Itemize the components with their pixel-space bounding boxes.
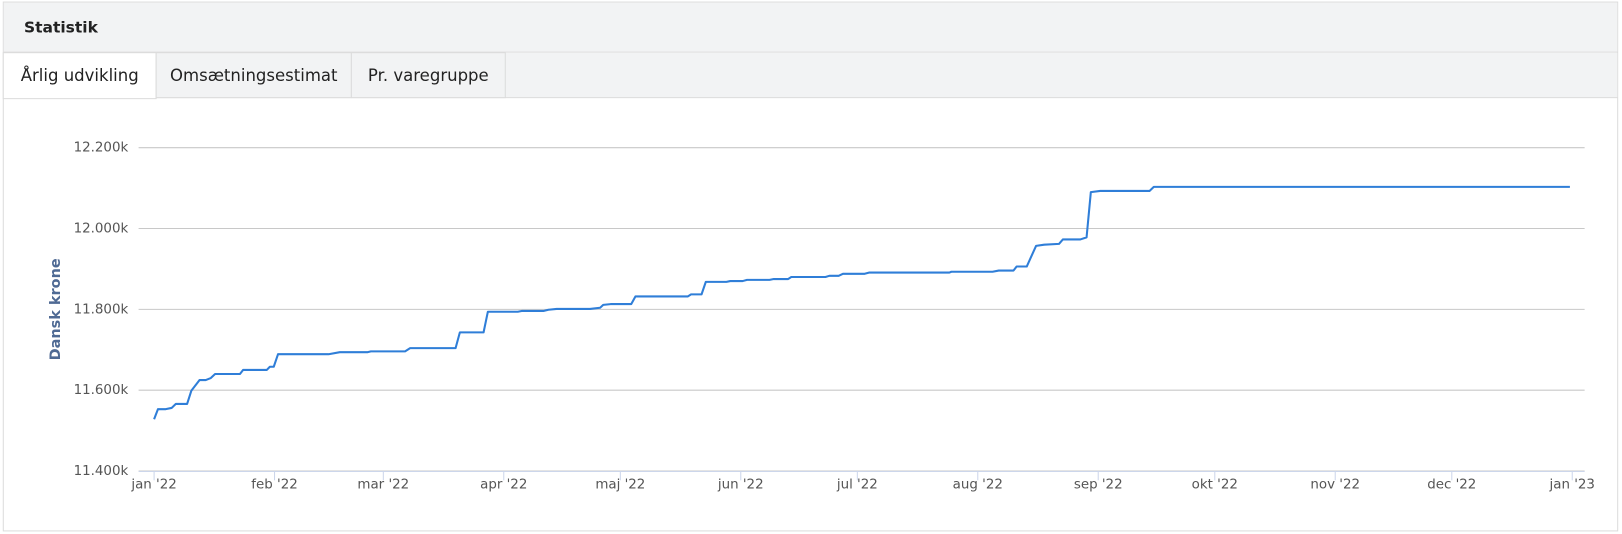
tab[interactable]: Årlig udvikling	[2, 52, 157, 100]
x-tick-label: jan '22	[130, 477, 176, 492]
tab-background	[2, 52, 157, 100]
x-tick-label: feb '22	[251, 477, 297, 492]
x-tick-label: apr '22	[480, 477, 527, 492]
y-tick-label: 11.600k	[74, 383, 129, 398]
card-header	[3, 2, 1618, 53]
y-tick-label: 11.800k	[74, 302, 129, 317]
x-tick-label: jul '22	[836, 477, 878, 492]
x-tick-label: sep '22	[1074, 477, 1123, 492]
tab[interactable]: Omsætningsestimat	[155, 52, 352, 99]
x-tick-label: maj '22	[595, 477, 645, 492]
tab-label: Pr. varegruppe	[368, 66, 489, 85]
x-tick-label: jan '23	[1549, 477, 1595, 492]
x-tick-label: mar '22	[357, 477, 409, 492]
y-tick-label: 12.200k	[74, 141, 129, 156]
data-line	[153, 185, 1570, 420]
y-axis-title: Dansk krone	[48, 258, 64, 360]
tab-label: Årlig udvikling	[21, 66, 139, 85]
x-tick-label: aug '22	[953, 477, 1003, 492]
tab-background	[350, 52, 506, 99]
card-title: Statistik	[24, 18, 99, 36]
y-tick-label: 12.000k	[74, 222, 129, 237]
tab-label: Omsætningsestimat	[170, 66, 338, 85]
y-tick-label: 11.400k	[74, 464, 129, 479]
x-tick-label: nov '22	[1310, 477, 1360, 492]
tab-background	[155, 52, 352, 99]
tab[interactable]: Pr. varegruppe	[350, 52, 506, 99]
x-tick-label: dec '22	[1427, 477, 1476, 492]
x-tick-label: jun '22	[717, 477, 764, 492]
x-tick-label: okt '22	[1192, 477, 1238, 492]
